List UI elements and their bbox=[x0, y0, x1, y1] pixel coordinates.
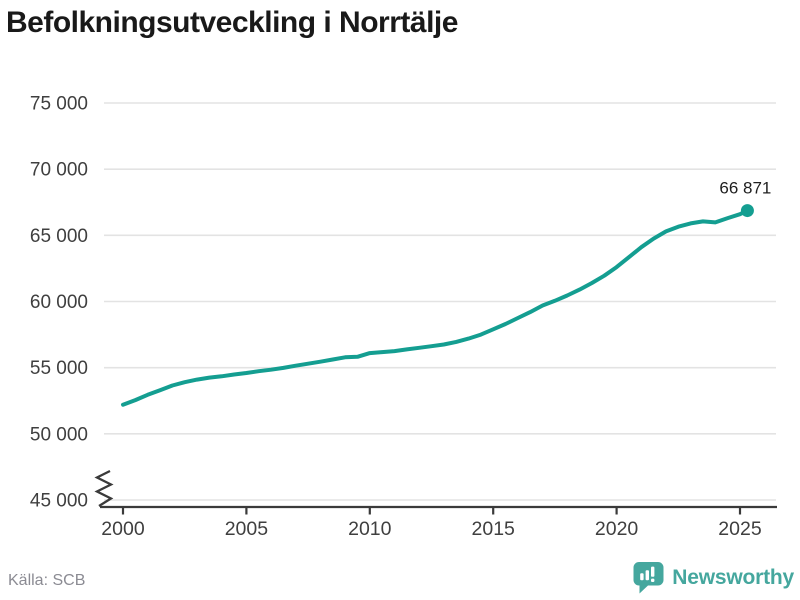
svg-text:60 000: 60 000 bbox=[30, 292, 88, 313]
newsworthy-logo-text: Newsworthy bbox=[672, 566, 794, 589]
svg-text:2010: 2010 bbox=[348, 518, 392, 540]
end-value-label: 66 871 bbox=[719, 179, 771, 198]
svg-text:2000: 2000 bbox=[101, 518, 145, 540]
svg-text:75 000: 75 000 bbox=[30, 94, 88, 115]
svg-text:2020: 2020 bbox=[595, 518, 639, 540]
svg-text:65 000: 65 000 bbox=[30, 226, 88, 247]
y-gridlines bbox=[104, 102, 776, 501]
svg-text:2025: 2025 bbox=[718, 518, 762, 540]
y-axis-labels: 45 000 50 000 55 000 60 000 65 000 70 000 75 0… bbox=[30, 94, 88, 512]
source-note: Källa: SCB bbox=[8, 572, 86, 589]
x-axis bbox=[100, 505, 777, 515]
svg-text:70 000: 70 000 bbox=[30, 160, 88, 181]
svg-text:45 000: 45 000 bbox=[30, 491, 88, 512]
chart-title: Befolkningsutveckling i Norrtälje bbox=[6, 6, 458, 39]
newsworthy-logo-icon bbox=[633, 562, 664, 594]
x-axis-labels: 2000 2005 2010 2015 2020 2025 bbox=[101, 518, 762, 540]
svg-text:50 000: 50 000 bbox=[30, 424, 88, 445]
population-line bbox=[121, 208, 750, 407]
y-axis-break-icon bbox=[94, 469, 114, 507]
end-point-dot bbox=[740, 204, 754, 218]
svg-text:2005: 2005 bbox=[225, 518, 269, 540]
newsworthy-logo: Newsworthy bbox=[632, 561, 794, 595]
svg-text:2015: 2015 bbox=[472, 518, 516, 540]
svg-text:55 000: 55 000 bbox=[30, 358, 88, 379]
